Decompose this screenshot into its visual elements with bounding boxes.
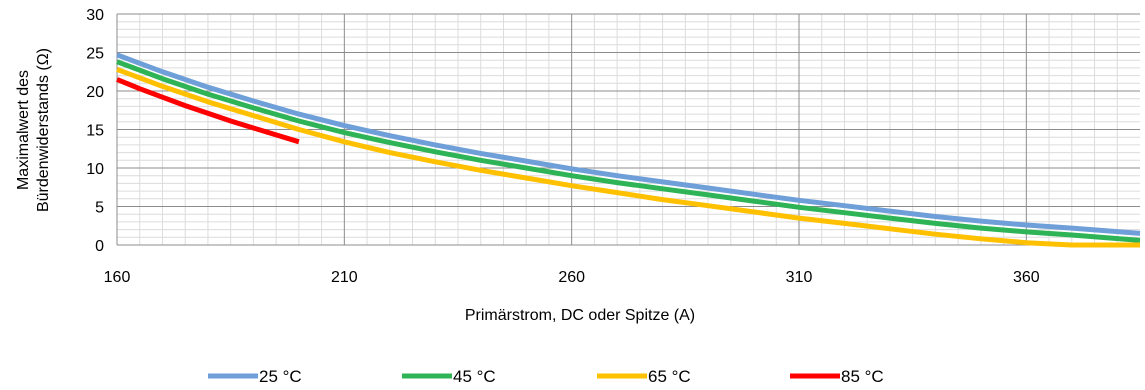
y-tick-label: 20 xyxy=(86,84,104,101)
tick-labels: 0 5 10 15 20 25 30 160 210 260 310 360 xyxy=(86,7,1040,286)
series-line-2 xyxy=(116,59,1141,243)
legend-label-1: 25 °C xyxy=(259,367,302,386)
y-tick-label: 30 xyxy=(86,7,104,24)
y-axis-title: Maximalwert des Bürdenwiderstands (Ω) xyxy=(15,48,52,212)
x-tick-label: 310 xyxy=(786,269,813,286)
x-axis-title: Primärstrom, DC oder Spitze (A) xyxy=(465,307,695,324)
series-line-3 xyxy=(116,67,1140,248)
series-line-4 xyxy=(116,77,300,145)
series-line-1 xyxy=(116,52,1141,236)
y-tick-label: 15 xyxy=(86,123,104,140)
legend-label-4: 85 °C xyxy=(841,367,884,386)
y-axis-title-line-1: Maximalwert des xyxy=(15,70,32,190)
x-tick-label: 160 xyxy=(104,269,131,286)
y-tick-label: 10 xyxy=(86,161,104,178)
x-tick-label: 210 xyxy=(331,269,358,286)
legend-label-2: 45 °C xyxy=(453,367,496,386)
legend-label-3: 65 °C xyxy=(648,367,691,386)
y-tick-label: 25 xyxy=(86,46,104,63)
y-tick-label: 0 xyxy=(95,238,104,255)
major-gridlines xyxy=(117,13,1140,246)
y-axis-title-line-2: Bürdenwiderstands (Ω) xyxy=(35,48,52,212)
y-tick-label: 5 xyxy=(95,200,104,217)
x-tick-label: 360 xyxy=(1013,269,1040,286)
series-layer xyxy=(116,52,1141,248)
legend: 25 °C 45 °C 65 °C 85 °C xyxy=(208,367,884,386)
x-tick-label: 260 xyxy=(558,269,585,286)
